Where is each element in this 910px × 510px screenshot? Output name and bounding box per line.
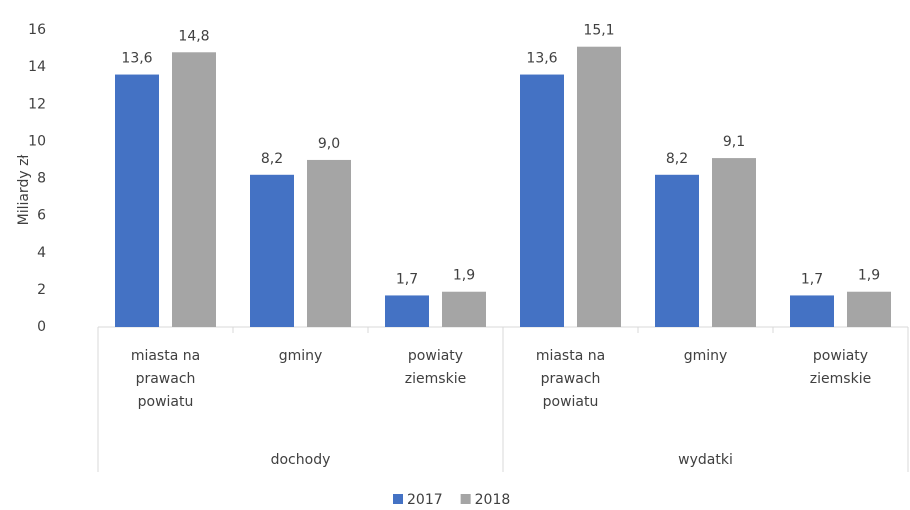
bar [847,291,891,327]
value-label: 13,6 [121,51,152,67]
legend-label: 2017 [407,492,443,508]
value-label: 1,7 [396,271,418,287]
legend-swatch [460,494,471,504]
bar [655,174,699,327]
bar [712,158,756,327]
y-tick-label: 10 [28,133,46,149]
x-tick-label: gminy [683,348,728,364]
group-label: wydatki [678,452,733,468]
value-label: 1,7 [801,271,823,287]
x-tick-label: miasta na prawach powiatu [130,348,201,410]
y-tick-label: 12 [28,96,46,112]
bar [250,174,294,327]
value-label: 13,6 [526,51,557,67]
bar [520,74,564,327]
value-label: 8,2 [666,151,688,167]
y-tick-label: 4 [37,245,46,261]
y-axis-label: Miliardy zł [16,155,32,226]
y-tick-label: 6 [37,208,46,224]
legend-swatch [393,494,403,504]
bar [442,291,486,327]
bar [577,46,621,328]
x-tick-label: miasta na prawach powiatu [535,348,606,410]
value-label: 8,2 [261,151,283,167]
bar [790,295,834,327]
legend-label: 2018 [475,492,511,508]
x-tick-label: powiaty ziemskie [404,348,467,387]
bar [385,295,429,327]
y-tick-label: 16 [28,22,46,38]
y-tick-label: 0 [37,319,46,335]
value-label: 9,0 [318,136,340,152]
y-tick-label: 8 [37,171,46,187]
bar [172,52,216,328]
bar [115,74,159,327]
y-tick-label: 14 [28,59,46,75]
x-tick-label: gminy [278,348,323,364]
y-tick-label: 2 [37,282,46,298]
value-label: 9,1 [723,134,745,150]
value-label: 14,8 [178,28,209,44]
bar [307,159,351,327]
value-label: 1,9 [858,268,880,284]
x-tick-label: powiaty ziemskie [809,348,872,387]
group-label: dochody [271,452,331,468]
value-label: 1,9 [453,268,475,284]
value-label: 15,1 [583,23,614,39]
